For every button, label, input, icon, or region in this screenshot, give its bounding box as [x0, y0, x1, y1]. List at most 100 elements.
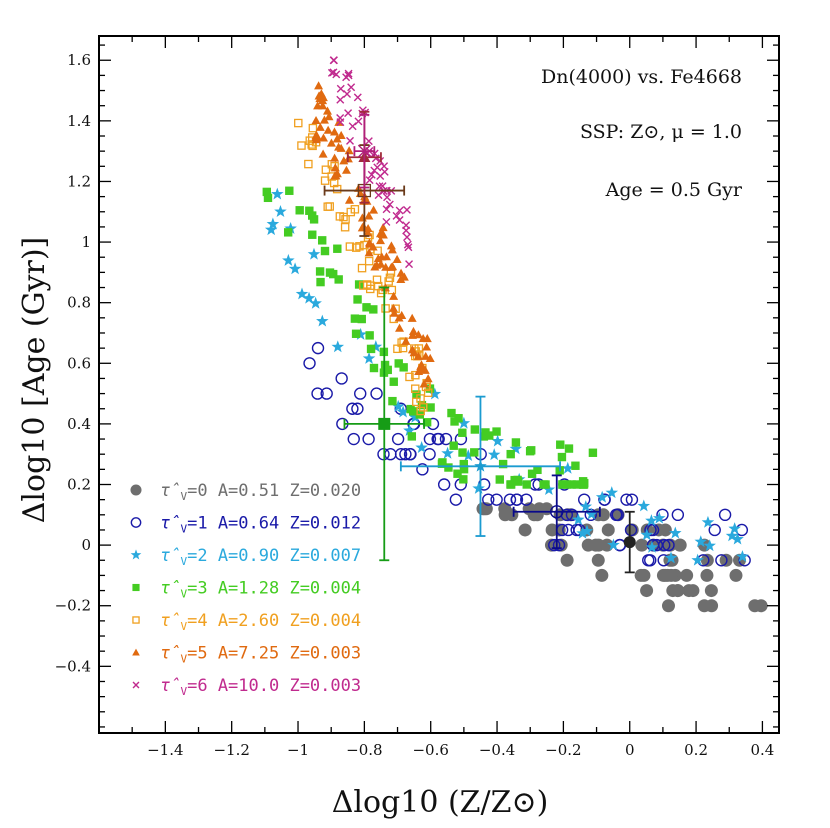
- data-point: [372, 275, 382, 285]
- mean-marker-2: [399, 395, 561, 537]
- data-point: [457, 416, 471, 429]
- legend-values: =2 A=0.90 Z=0.007: [187, 546, 361, 566]
- data-point: [415, 441, 428, 453]
- data-point: [329, 68, 338, 77]
- tau-symbol: τ̂: [160, 481, 180, 501]
- data-point: [527, 508, 541, 522]
- data-point: [369, 363, 379, 373]
- data-point: [479, 432, 489, 441]
- data-point: [329, 127, 339, 136]
- data-point: [417, 400, 427, 410]
- data-point: [362, 432, 375, 446]
- data-point: [326, 138, 336, 147]
- data-point: [426, 403, 435, 412]
- y-tick-label: 0.8: [67, 294, 91, 312]
- mean-point: [378, 417, 391, 430]
- data-point: [308, 230, 317, 239]
- data-point: [492, 427, 501, 436]
- data-point: [561, 461, 575, 474]
- data-point: [336, 113, 345, 122]
- data-point: [389, 291, 399, 300]
- data-point: [348, 122, 357, 131]
- data-point: [380, 162, 389, 171]
- data-point: [319, 133, 329, 142]
- data-point: [357, 263, 367, 273]
- data-point: [416, 360, 426, 369]
- data-point: [302, 291, 316, 304]
- data-point: [282, 253, 295, 266]
- data-point: [399, 363, 408, 372]
- data-point: [333, 244, 342, 253]
- data-point: [315, 122, 325, 131]
- data-point: [413, 351, 423, 360]
- data-point: [498, 459, 508, 469]
- tau-symbol: τ̂: [160, 611, 180, 631]
- y-tick-label: 1.2: [67, 172, 91, 190]
- mean-errorbars: [323, 110, 636, 574]
- data-point: [459, 459, 468, 469]
- data-point: [416, 463, 429, 476]
- data-point: [572, 480, 582, 489]
- data-point: [513, 477, 523, 486]
- data-point: [571, 461, 580, 470]
- data-point: [567, 480, 576, 489]
- data-point: [303, 357, 316, 370]
- legend-label: τ̂V=6 A=10.0 Z=0.003: [160, 676, 361, 698]
- data-point: [350, 314, 360, 323]
- data-point: [402, 221, 411, 230]
- data-point: [344, 69, 353, 78]
- data-point: [705, 599, 719, 613]
- data-point: [386, 262, 396, 271]
- data-point: [624, 523, 638, 537]
- data-point: [370, 387, 383, 400]
- x-tick-label: 0.2: [684, 741, 708, 759]
- legend-marker: [132, 681, 140, 689]
- data-point: [503, 493, 517, 506]
- data-point: [664, 551, 678, 564]
- data-point: [453, 469, 462, 478]
- data-point: [320, 387, 333, 400]
- tau-subscript: V: [180, 490, 187, 503]
- tau-subscript: V: [180, 620, 187, 633]
- data-point: [671, 508, 685, 522]
- data-point: [708, 523, 721, 537]
- data-point: [548, 538, 561, 552]
- data-point: [395, 206, 404, 215]
- data-point: [666, 584, 680, 598]
- data-point: [323, 202, 332, 211]
- data-point: [652, 511, 666, 524]
- data-point: [365, 284, 375, 294]
- y-tick-label: 0.2: [67, 476, 91, 494]
- data-point: [367, 170, 376, 179]
- data-point: [408, 326, 418, 336]
- data-point: [388, 303, 398, 312]
- series-6: [327, 56, 414, 269]
- mean-marker-0: [623, 510, 636, 574]
- data-point: [419, 403, 428, 412]
- data-point: [330, 153, 340, 162]
- data-point: [715, 554, 728, 567]
- series-2: [264, 187, 749, 566]
- data-point: [405, 260, 414, 269]
- data-point: [321, 165, 331, 174]
- mean-point: [357, 144, 371, 158]
- legend-entry-4: τ̂V=4 A=2.60 Z=0.004: [132, 611, 361, 633]
- legend-marker: [130, 484, 142, 496]
- data-point: [336, 143, 346, 152]
- y-tick-label: 1.4: [67, 112, 91, 130]
- legend-values: =1 A=0.64 Z=0.012: [187, 514, 361, 534]
- legend-values: =0 A=0.51 Z=0.020: [187, 481, 361, 501]
- data-point: [487, 448, 501, 461]
- tau-symbol: τ̂: [160, 514, 180, 534]
- data-point: [386, 241, 396, 250]
- data-point: [340, 222, 350, 232]
- data-point: [691, 553, 704, 566]
- data-point: [578, 480, 588, 489]
- data-point: [344, 146, 354, 155]
- data-point: [527, 446, 536, 455]
- data-point: [332, 184, 342, 194]
- data-point: [388, 396, 397, 406]
- x-axis-label: Δlog10 (Z/Z⊙): [332, 785, 549, 820]
- data-point: [595, 490, 609, 503]
- data-point: [334, 275, 343, 284]
